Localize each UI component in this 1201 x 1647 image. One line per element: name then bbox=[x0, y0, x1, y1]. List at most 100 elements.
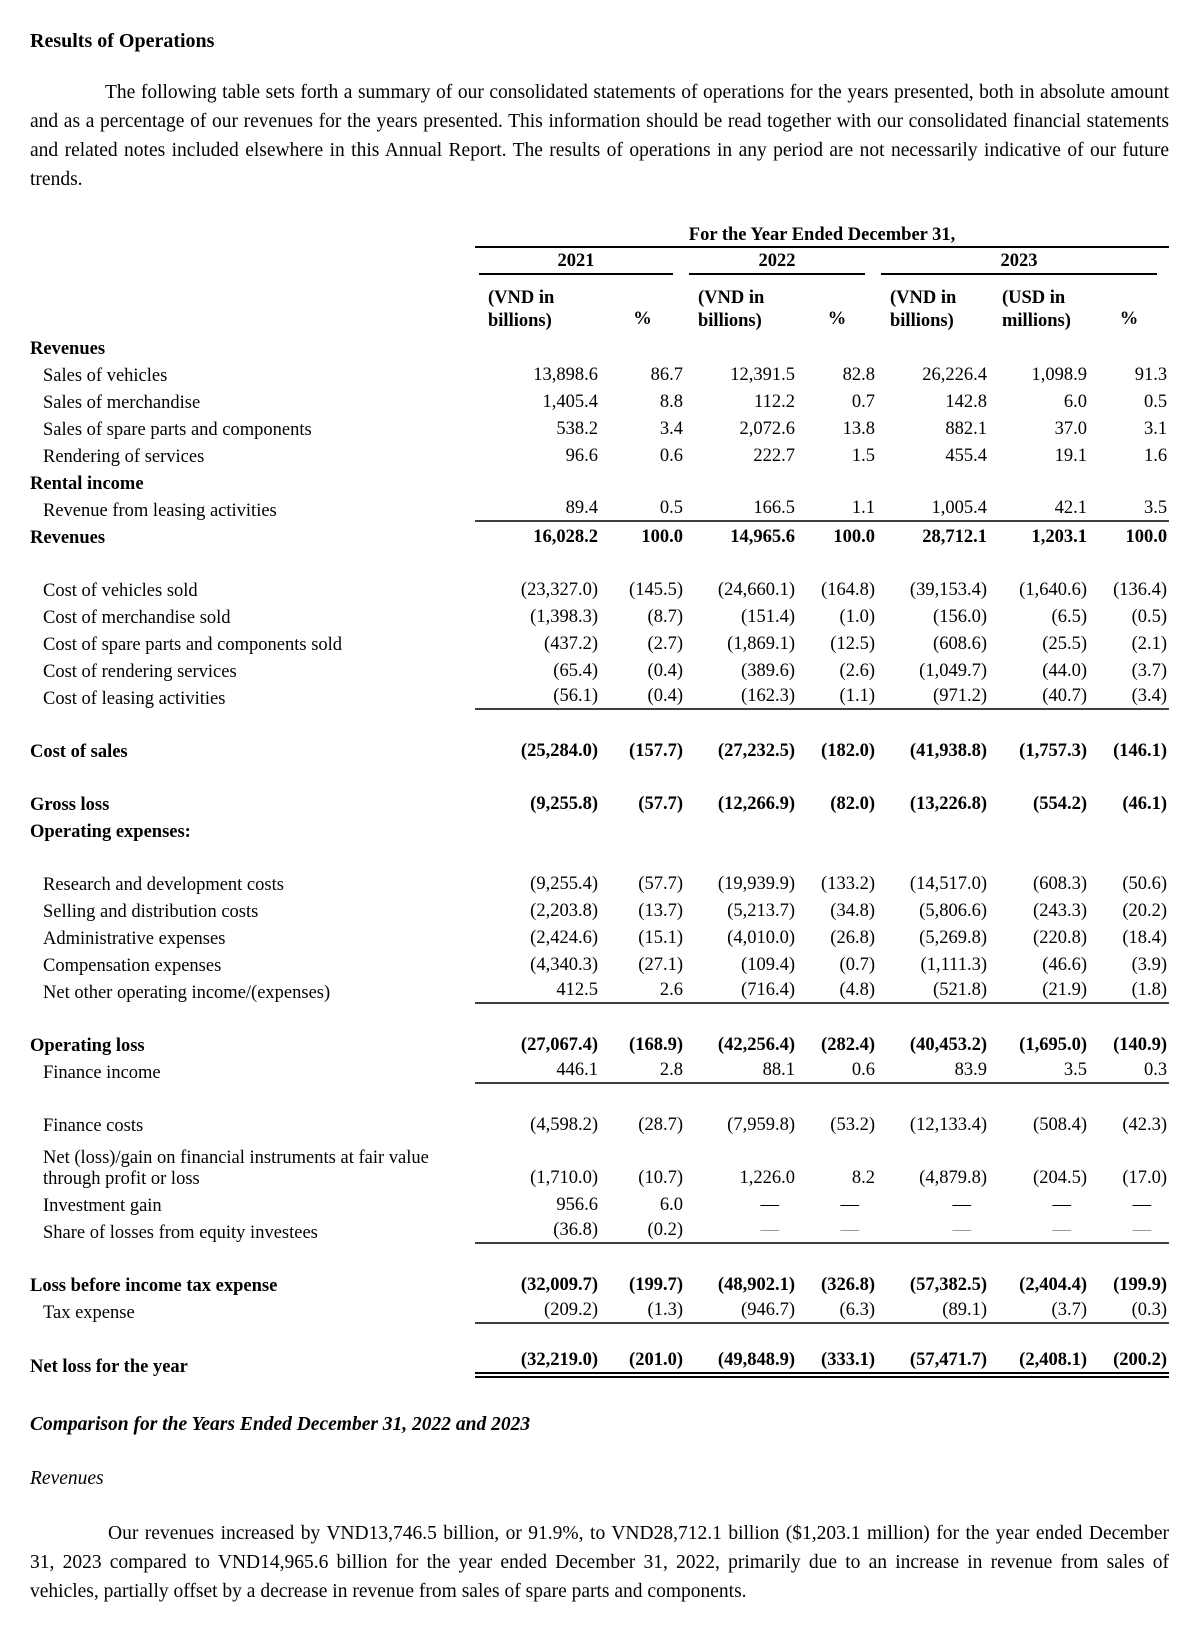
year-label: 2023 bbox=[881, 251, 1158, 276]
row-label: Cost of merchandise sold bbox=[43, 608, 231, 629]
subheader-spacer-cell bbox=[30, 275, 475, 333]
spacer-cell bbox=[30, 1084, 1169, 1110]
table-year-row: 2021 2022 2023 bbox=[30, 247, 1169, 276]
row-value: (23,327.0) bbox=[520, 580, 598, 601]
table-subheader-row: (VND in billions) % (VND in billions) % … bbox=[30, 275, 1169, 333]
row-value: (946.7) bbox=[685, 1297, 797, 1325]
table-spacer-row bbox=[30, 1084, 1169, 1110]
row-value bbox=[877, 468, 989, 495]
table-row: Operating loss (27,067.4) (168.9) (42,256.4… bbox=[30, 1030, 1169, 1057]
row-value: 0.5 bbox=[600, 495, 685, 523]
row-value: (0.3) bbox=[1089, 1297, 1170, 1325]
row-value: 166.5 bbox=[685, 495, 797, 523]
row-value bbox=[797, 816, 877, 843]
row-value: 142.8 bbox=[945, 392, 987, 413]
row-value: (46.6) bbox=[1042, 955, 1087, 976]
row-value: 1,098.9 bbox=[1031, 365, 1088, 386]
column-header: (VND in billions) bbox=[488, 288, 555, 332]
row-value: 1,005.4 bbox=[877, 495, 989, 523]
spacer-cell bbox=[30, 1004, 1169, 1030]
row-value: (201.0) bbox=[600, 1350, 685, 1379]
row-value: (42,256.4) bbox=[717, 1035, 795, 1056]
row-value: 6.0 bbox=[659, 1195, 683, 1216]
row-value: (9,255.4) bbox=[530, 874, 598, 895]
row-value bbox=[989, 468, 1089, 495]
row-value: (5,269.8) bbox=[919, 928, 987, 949]
row-value: (1.3) bbox=[600, 1297, 685, 1325]
row-value: (2,408.1) bbox=[989, 1350, 1089, 1379]
row-value: (20.2) bbox=[1122, 901, 1168, 922]
row-value: 0.7 bbox=[851, 392, 875, 413]
row-value: (7,959.8) bbox=[727, 1115, 795, 1136]
table-row: Finance income 446.1 2.8 88.1 0.6 83.9 3.5 0.3 bbox=[30, 1057, 1170, 1085]
row-label: Administrative expenses bbox=[43, 929, 226, 950]
row-value: (4,598.2) bbox=[530, 1115, 598, 1136]
table-spacer-row bbox=[30, 1004, 1169, 1030]
row-value: (200.2) bbox=[1089, 1350, 1170, 1379]
row-label: Sales of vehicles bbox=[43, 366, 168, 387]
row-value: (145.5) bbox=[629, 580, 683, 601]
table-row: Compensation expenses (4,340.3) (27.1) (109… bbox=[30, 950, 1169, 977]
row-label: Finance income bbox=[43, 1063, 161, 1084]
row-value: (182.0) bbox=[821, 741, 875, 762]
table-spacer-row bbox=[30, 1324, 1169, 1350]
column-header: (USD in millions) bbox=[1002, 288, 1071, 332]
row-value: (0.5) bbox=[1131, 607, 1168, 628]
table-spanner-row: For the Year Ended December 31, bbox=[30, 220, 1170, 249]
row-label: Selling and distribution costs bbox=[43, 902, 259, 923]
row-value bbox=[685, 468, 797, 495]
row-value: (1,640.6) bbox=[1019, 580, 1087, 601]
row-value: (12,133.4) bbox=[909, 1115, 987, 1136]
row-value: (326.8) bbox=[821, 1275, 875, 1296]
row-value: (39,153.4) bbox=[909, 580, 987, 601]
row-value: (1.1) bbox=[797, 683, 877, 711]
row-label: Sales of merchandise bbox=[43, 393, 201, 414]
row-value: — bbox=[877, 1217, 989, 1245]
row-value: (164.8) bbox=[821, 580, 875, 601]
table-row: Cost of rendering services (65.4) (0.4) (38… bbox=[30, 656, 1169, 683]
comparison-heading: Comparison for the Years Ended December … bbox=[30, 1414, 531, 1436]
row-label: Finance costs bbox=[43, 1116, 144, 1137]
row-value: (57.7) bbox=[638, 874, 683, 895]
row-value: (4.8) bbox=[797, 977, 877, 1005]
year-group-2022: 2022 bbox=[685, 247, 877, 276]
row-value: (57,382.5) bbox=[909, 1275, 987, 1296]
row-value: (0.4) bbox=[600, 683, 685, 711]
spacer-cell bbox=[30, 763, 1169, 789]
table-row: Cost of leasing activities (56.1) (0.4) (16… bbox=[30, 683, 1170, 711]
row-value bbox=[685, 333, 797, 360]
row-value: 14,965.6 bbox=[730, 527, 795, 548]
row-value: (57,471.7) bbox=[877, 1350, 989, 1379]
row-value: (1.0) bbox=[839, 607, 875, 628]
row-value: (2,203.8) bbox=[530, 901, 598, 922]
row-value: (243.3) bbox=[1033, 901, 1087, 922]
row-value: 13.8 bbox=[842, 419, 875, 440]
row-label: Cost of vehicles sold bbox=[43, 581, 198, 602]
row-value: (199.7) bbox=[629, 1275, 683, 1296]
table-row: Cost of merchandise sold (1,398.3) (8.7) (1… bbox=[30, 602, 1169, 629]
row-value: (140.9) bbox=[1113, 1035, 1168, 1056]
row-label: Cost of leasing activities bbox=[43, 689, 226, 710]
table-row: Cost of spare parts and components sold (… bbox=[30, 629, 1169, 656]
row-value: (156.0) bbox=[933, 607, 987, 628]
row-value: (32,009.7) bbox=[520, 1275, 598, 1296]
row-value: (2.6) bbox=[839, 661, 875, 682]
column-header: (VND in billions) bbox=[890, 288, 957, 332]
row-value bbox=[877, 333, 989, 360]
row-value: (3.7) bbox=[1131, 661, 1168, 682]
row-value: (204.5) bbox=[1033, 1168, 1087, 1189]
row-value: 1.1 bbox=[797, 495, 877, 523]
row-label: Revenues bbox=[30, 528, 106, 549]
row-value: (146.1) bbox=[1113, 741, 1168, 762]
row-value: (48,902.1) bbox=[717, 1275, 795, 1296]
row-value: (17.0) bbox=[1122, 1168, 1168, 1189]
row-value: (151.4) bbox=[741, 607, 795, 628]
table-row: Gross loss (9,255.8) (57.7) (12,266.9) (82.0… bbox=[30, 789, 1169, 816]
row-value: — bbox=[1132, 1195, 1152, 1216]
row-value: (6.3) bbox=[797, 1297, 877, 1325]
row-value: 1.6 bbox=[1143, 446, 1168, 467]
row-value: (41,938.8) bbox=[909, 741, 987, 762]
row-label: Net (loss)/gain on financial instruments… bbox=[43, 1148, 429, 1190]
row-value: (1,710.0) bbox=[530, 1168, 598, 1189]
row-value: 1,405.4 bbox=[542, 392, 599, 413]
